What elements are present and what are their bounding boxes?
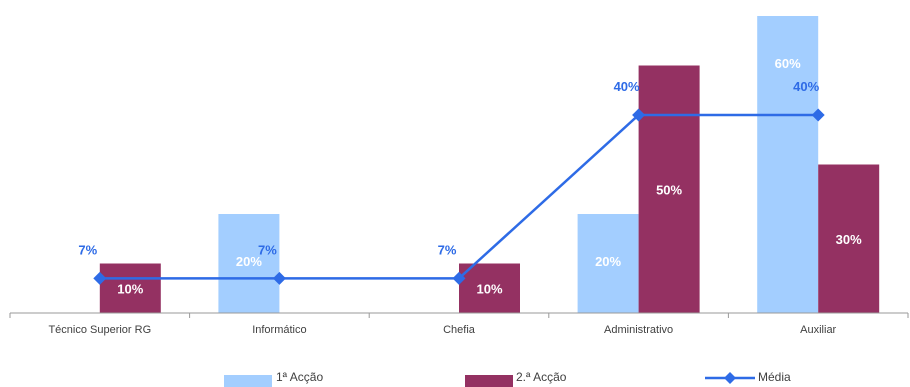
bar-labels-layer: 10% 20% 10% 20% 50% 60% 30%: [117, 56, 862, 296]
average-labels-layer: 7% 7% 7% 40% 40%: [78, 79, 819, 257]
legend-marker-media: [724, 372, 736, 384]
x-tick-label-0: Técnico Superior RG: [48, 324, 151, 336]
average-label-1: 7%: [258, 242, 277, 257]
bar-acao1-1: [218, 214, 280, 313]
average-marker-4: [811, 108, 825, 122]
x-tick-label-2: Chefia: [443, 324, 476, 336]
legend-label-acao1: 1ª Acção: [276, 370, 323, 384]
bar-acao1-3: [577, 214, 639, 313]
legend-label-media: Média: [758, 370, 791, 384]
bar-acao2-3: [638, 65, 700, 313]
bar-label-acao1-3: 20%: [595, 254, 621, 269]
average-label-4: 40%: [793, 79, 819, 94]
bar-acao2-2: [459, 263, 520, 313]
average-line-layer: [93, 108, 825, 285]
bar-label-acao1-4: 60%: [775, 56, 801, 71]
average-label-0: 7%: [78, 242, 97, 257]
average-label-2: 7%: [438, 242, 457, 257]
average-marker-0: [93, 271, 107, 285]
bar-label-acao2-3: 50%: [656, 182, 682, 197]
bar-acao2-4: [818, 164, 880, 313]
bar-label-acao2-0: 10%: [117, 281, 143, 296]
x-tick-label-3: Administrativo: [604, 324, 673, 336]
bar-acao2-0: [99, 263, 161, 313]
bars-layer: [99, 16, 880, 313]
bar-label-acao2-4: 30%: [836, 232, 862, 247]
legend-swatch-acao2: [465, 375, 513, 387]
average-label-3: 40%: [614, 79, 640, 94]
average-marker-1: [272, 271, 286, 285]
bar-label-acao1-1: 20%: [236, 254, 262, 269]
x-tick-label-1: Informático: [252, 324, 306, 336]
average-line: [99, 113, 819, 280]
average-marker-2: [452, 271, 466, 285]
average-marker-3: [632, 108, 646, 122]
x-axis: Técnico Superior RG Informático Chefia Admi…: [9, 312, 909, 336]
x-tick-label-4: Auxiliar: [800, 324, 836, 336]
legend: 1ª Acção 2.ª Acção Média: [224, 370, 791, 387]
bar-label-acao2-2: 10%: [476, 281, 502, 296]
legend-label-acao2: 2.ª Acção: [516, 370, 567, 384]
bar-acao1-4: [757, 16, 819, 313]
legend-swatch-acao1: [224, 375, 272, 387]
